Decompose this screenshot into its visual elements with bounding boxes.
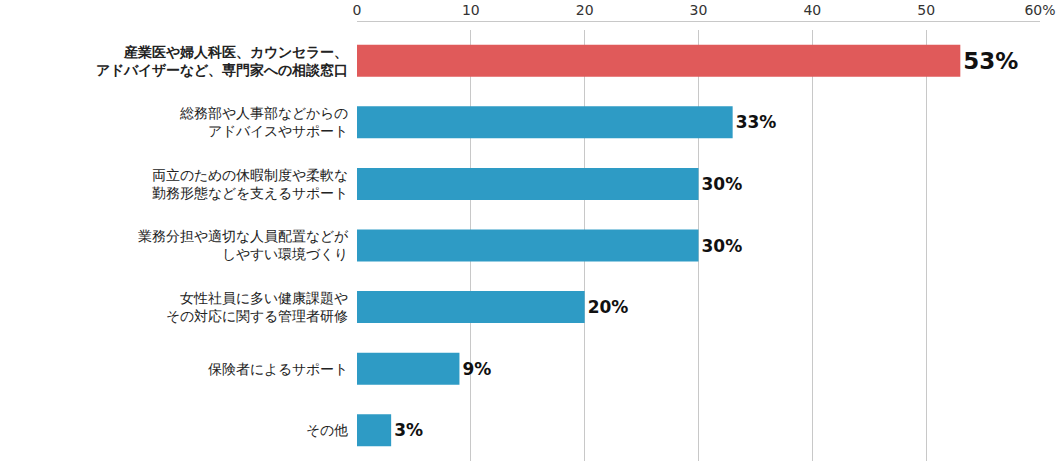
svg-text:53%: 53% — [963, 48, 1018, 74]
svg-text:50: 50 — [917, 2, 935, 18]
svg-text:9%: 9% — [462, 359, 491, 379]
svg-text:女性社員に多い健康課題やその対応に関する管理者研修: 女性社員に多い健康課題やその対応に関する管理者研修 — [166, 290, 348, 324]
svg-text:保険者によるサポート: 保険者によるサポート — [208, 361, 348, 377]
svg-text:両立のための休暇制度や柔軟な勤務形態などを支えるサポート: 両立のための休暇制度や柔軟な勤務形態などを支えるサポート — [152, 167, 348, 201]
svg-text:10: 10 — [462, 2, 480, 18]
svg-text:その他: その他 — [306, 422, 348, 438]
svg-text:産業医や婦人科医、カウンセラー、アドバイザーなど、専門家への: 産業医や婦人科医、カウンセラー、アドバイザーなど、専門家への相談窓口 — [96, 44, 348, 78]
svg-text:20%: 20% — [588, 297, 629, 317]
svg-text:30%: 30% — [702, 236, 743, 256]
svg-text:30%: 30% — [702, 174, 743, 194]
svg-text:30: 30 — [690, 2, 708, 18]
svg-text:業務分担や適切な人員配置などがしやすい環境づくり: 業務分担や適切な人員配置などがしやすい環境づくり — [138, 228, 349, 262]
svg-text:総務部や人事部などからのアドバイスやサポート: 総務部や人事部などからのアドバイスやサポート — [179, 105, 348, 139]
svg-text:20: 20 — [576, 2, 594, 18]
svg-text:3%: 3% — [394, 420, 423, 440]
svg-text:40: 40 — [803, 2, 821, 18]
svg-text:60%: 60% — [1024, 2, 1055, 18]
svg-text:0: 0 — [353, 2, 362, 18]
svg-text:33%: 33% — [736, 112, 777, 132]
